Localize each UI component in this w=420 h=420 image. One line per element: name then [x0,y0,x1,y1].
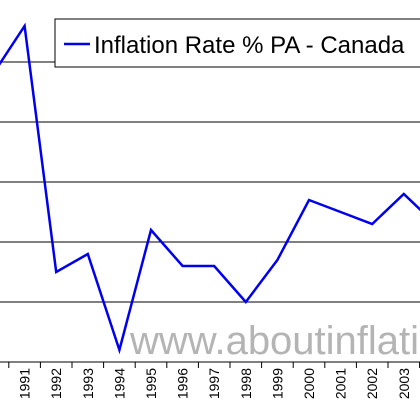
x-axis-ticks [8,362,420,368]
legend-label: Inflation Rate % PA - Canada [94,32,405,59]
legend: Inflation Rate % PA - Canada [54,18,420,68]
x-tick-label: 1991 [17,368,33,399]
x-tick-label: 1992 [48,368,64,399]
x-tick-label: 1990 [0,368,1,399]
x-tick-label: 1994 [111,368,127,399]
watermark-text: www.aboutinflation [129,319,420,363]
x-tick-label: 1996 [175,368,191,399]
x-tick-label: 2003 [396,368,412,399]
legend-box [54,18,420,68]
x-tick-label: 2000 [301,368,317,399]
x-tick-label: 1995 [143,368,159,399]
x-tick-label: 1998 [238,368,254,399]
x-tick-label: 2002 [364,368,380,399]
x-tick-label: 1993 [80,368,96,399]
x-tick-label: 1997 [206,368,222,399]
x-axis-labels: 1990 1991 1992 1993 1994 1995 1996 1997 1998 1999… [0,368,412,399]
series-line [0,22,420,355]
x-tick-label: 1999 [269,368,285,399]
series-lines [0,22,420,355]
x-tick-label: 2001 [333,368,349,399]
